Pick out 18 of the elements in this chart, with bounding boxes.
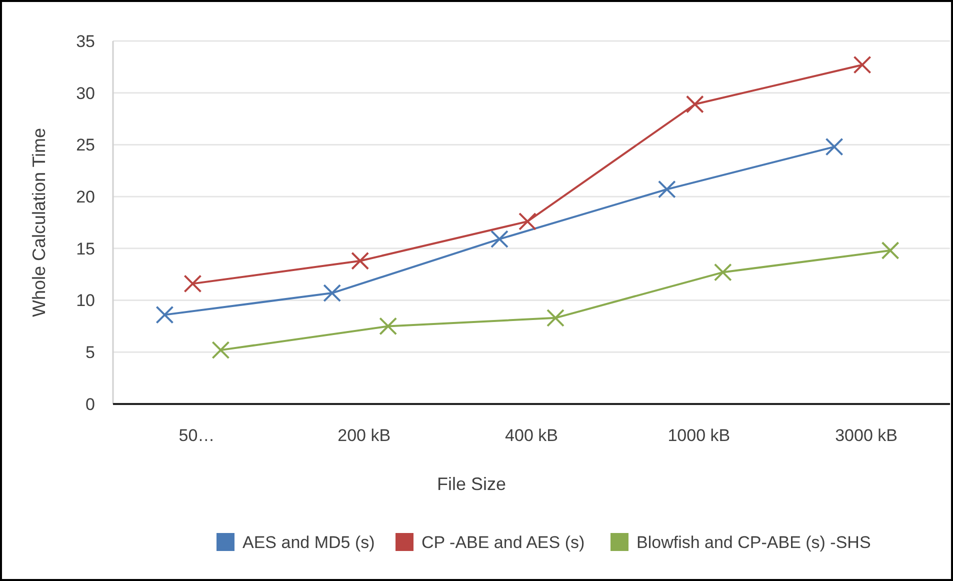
x-tick-label: 3000 kB — [835, 426, 898, 445]
y-tick-label: 5 — [86, 343, 95, 362]
x-tick-label: 50… — [178, 426, 215, 445]
legend-label: Blowfish and CP-ABE (s) -SHS — [636, 532, 871, 552]
y-tick-label: 10 — [76, 291, 95, 310]
y-tick-label: 20 — [76, 188, 95, 207]
x-tick-label: 400 kB — [505, 426, 558, 445]
legend-label: CP -ABE and AES (s) — [422, 532, 585, 552]
y-tick-label: 30 — [76, 84, 95, 103]
y-tick-label: 35 — [76, 32, 95, 51]
x-tick-label: 1000 kB — [668, 426, 730, 445]
y-tick-label: 15 — [76, 239, 95, 258]
y-axis-title: Whole Calculation Time — [29, 128, 49, 318]
legend-label: AES and MD5 (s) — [242, 532, 375, 552]
x-axis-title: File Size — [436, 474, 506, 494]
x-tick-label: 200 kB — [338, 426, 391, 445]
y-tick-label: 0 — [86, 394, 95, 414]
y-tick-label: 25 — [76, 136, 95, 155]
